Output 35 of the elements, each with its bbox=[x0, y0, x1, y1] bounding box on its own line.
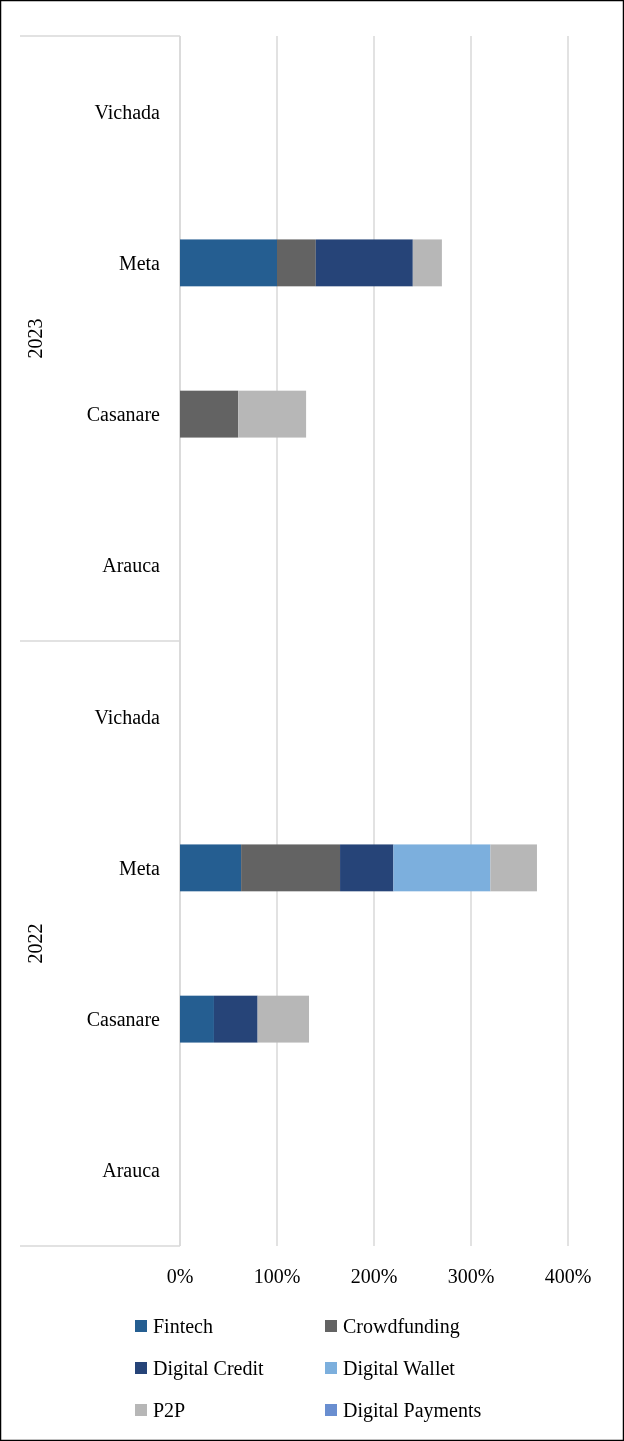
bar bbox=[412, 239, 442, 287]
bar bbox=[241, 844, 341, 892]
legend-label: Digital Wallet bbox=[343, 1357, 456, 1380]
bar bbox=[180, 390, 239, 438]
legend-label: Digital Credit bbox=[153, 1357, 264, 1380]
bar bbox=[490, 844, 537, 892]
x-tick-label: 400% bbox=[544, 1265, 592, 1287]
bar bbox=[180, 239, 277, 287]
y-tick-label: Meta bbox=[118, 856, 161, 879]
bar bbox=[340, 844, 394, 892]
y-tick-label: Meta bbox=[118, 251, 161, 274]
x-tick-label: 100% bbox=[253, 1265, 301, 1287]
bar bbox=[257, 995, 310, 1043]
legend-label: P2P bbox=[153, 1399, 186, 1421]
y-tick-label: Arauca bbox=[102, 554, 161, 577]
y-tick-label: Vichada bbox=[94, 705, 161, 728]
y-tick-label: Casanare bbox=[86, 1008, 161, 1031]
bar bbox=[277, 239, 316, 287]
text: 2023 bbox=[24, 318, 46, 359]
legend-label: Digital Payments bbox=[343, 1399, 482, 1422]
legend-label: Fintech bbox=[153, 1315, 213, 1337]
bar bbox=[180, 844, 242, 892]
y-tick-label: Casanare bbox=[86, 403, 161, 426]
legend-label: Crowdfunding bbox=[343, 1315, 460, 1338]
bar bbox=[393, 844, 491, 892]
x-tick-label: 200% bbox=[350, 1265, 398, 1287]
y-tick-label: Arauca bbox=[102, 1159, 161, 1182]
text: 2022 bbox=[24, 923, 46, 964]
x-tick-label: 300% bbox=[447, 1265, 495, 1287]
x-tick-label: 0% bbox=[166, 1265, 194, 1287]
bar bbox=[213, 995, 258, 1043]
bar bbox=[315, 239, 413, 287]
y-tick-label: Vichada bbox=[94, 100, 161, 123]
bar bbox=[180, 995, 214, 1043]
bar bbox=[238, 390, 307, 438]
